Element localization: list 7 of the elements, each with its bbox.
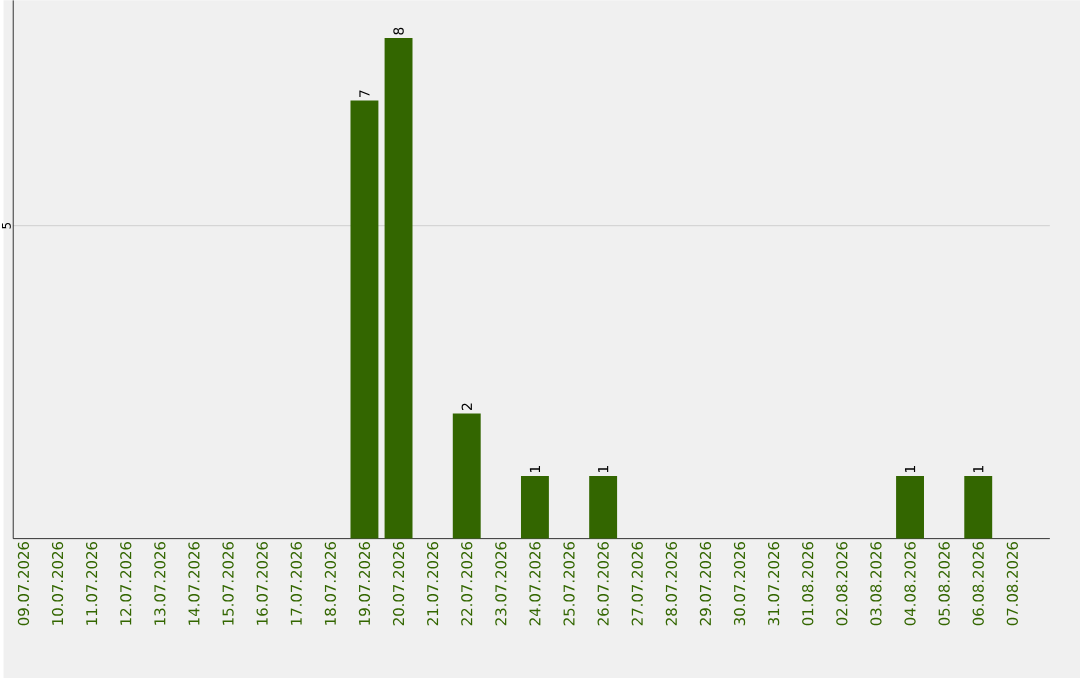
bar — [350, 100, 379, 539]
bar — [452, 413, 481, 539]
bar — [520, 475, 549, 539]
bar — [896, 475, 924, 539]
bar — [589, 475, 618, 539]
bar — [384, 37, 413, 539]
bar — [964, 475, 993, 539]
